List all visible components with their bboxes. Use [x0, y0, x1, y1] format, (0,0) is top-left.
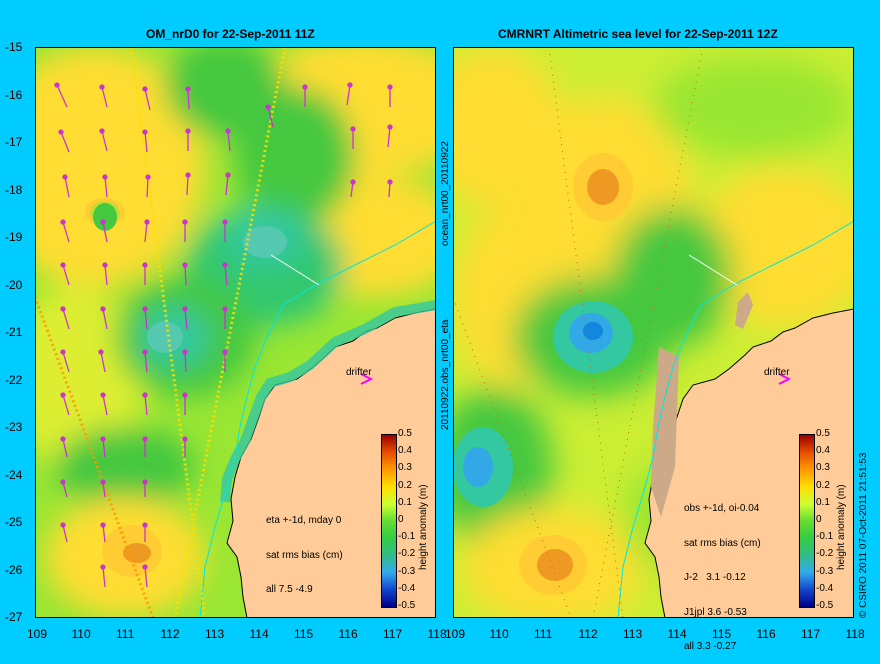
longitude-tick-label: 118: [845, 627, 865, 641]
longitude-tick-label: 117: [801, 627, 821, 641]
right-stats-line: J-2 3.1 -0.12: [684, 572, 746, 583]
right-stats-line: J1jpl 3.6 -0.53: [684, 606, 747, 618]
colorbar-tick-label: 0.2: [398, 479, 412, 491]
colorbar-tick-label: -0.2: [816, 548, 834, 560]
colorbar-tick-label: -0.5: [816, 600, 834, 611]
longitude-tick-label: 110: [489, 627, 509, 641]
latitude-tick-label: -20: [5, 277, 23, 292]
right-panel-title: CMRNRT Altimetric sea level for 22-Sep-2…: [498, 27, 778, 41]
latitude-tick-label: -19: [5, 230, 23, 244]
right-stats-line: all 3.3 -0.27: [684, 641, 737, 652]
right-colorbar-label: height anomaly (m): [836, 484, 847, 570]
latitude-tick-label: -25: [5, 515, 23, 529]
colorbar-tick-label: 0.5: [816, 428, 830, 439]
latitude-tick-label: -17: [5, 135, 23, 149]
shelf-contour: [617, 220, 854, 618]
longitude-tick-label: 111: [116, 627, 135, 641]
left-map: [35, 47, 436, 618]
latitude-tick-label: -15: [5, 40, 23, 54]
drifter-arrow-icon: [360, 373, 374, 385]
velocity-vectors: [54, 82, 393, 588]
longitude-tick-label: 110: [71, 627, 91, 641]
colorbar-tick-label: -0.1: [398, 531, 416, 543]
longitude-tick-label: 111: [534, 627, 553, 641]
colorbar-tick-label: -0.1: [816, 531, 834, 543]
colorbar-tick-label: 0.1: [816, 496, 830, 508]
shelf-contour: [199, 220, 436, 618]
latitude-tick-label: -23: [5, 420, 23, 434]
obs-file-label: 20110922.obs_nrt00_eta: [440, 319, 451, 430]
longitude-tick-label: 114: [667, 627, 687, 641]
left-colorbar: [381, 434, 397, 608]
right-stats-line: sat rms bias (cm): [684, 537, 761, 549]
longitude-tick-label: 113: [623, 627, 643, 641]
copyright-label: © CSIRO 2011 07-Oct-2011 21:51:53: [858, 452, 869, 618]
longitude-tick-label: 112: [578, 627, 598, 641]
right-stats: obs +-1d, oi-0.04 sat rms bias (cm) J-2 …: [684, 480, 761, 664]
longitude-tick-label: 114: [249, 627, 269, 641]
latitude-tick-label: -24: [5, 467, 23, 482]
latitude-tick-label: -18: [5, 182, 23, 197]
model-run-label: ocean_nrt00_20110922: [440, 141, 451, 246]
colorbar-tick-label: 0: [816, 514, 822, 525]
colorbar-tick-label: 0.5: [398, 428, 412, 439]
colorbar-tick-label: -0.5: [398, 600, 416, 611]
left-panel-title: OM_nrD0 for 22-Sep-2011 11Z: [146, 27, 315, 41]
longitude-tick-label: 118: [427, 627, 447, 641]
latitude-tick-label: -26: [5, 562, 23, 577]
colorbar-tick-label: 0.3: [816, 462, 830, 474]
right-map: [453, 47, 854, 618]
colorbar-tick-label: -0.4: [816, 582, 834, 594]
right-stats-line: obs +-1d, oi-0.04: [684, 503, 760, 514]
longitude-tick-label: 109: [445, 627, 466, 641]
colorbar-tick-label: 0.2: [816, 479, 830, 491]
longitude-tick-label: 113: [205, 627, 225, 641]
colorbar-tick-label: -0.3: [816, 565, 834, 577]
longitude-tick-label: 117: [383, 627, 403, 641]
left-colorbar-label: height anomaly (m): [418, 484, 429, 570]
latitude-tick-label: -16: [5, 87, 23, 102]
left-stats-line: all 7.5 -4.9: [266, 584, 313, 595]
colorbar-tick-label: 0.4: [816, 445, 830, 457]
longitude-tick-label: 115: [294, 627, 314, 641]
colorbar-tick-label: -0.4: [398, 582, 416, 594]
left-drifter-label: drifter: [346, 367, 372, 378]
latitude-tick-label: -22: [5, 372, 23, 387]
left-stats-line: eta +-1d, mday 0: [266, 515, 342, 526]
colorbar-tick-label: 0.4: [398, 445, 412, 457]
drifter-arrow-icon: [778, 373, 792, 385]
longitude-tick-label: 109: [27, 627, 48, 641]
left-stats: eta +-1d, mday 0 sat rms bias (cm) all 7…: [266, 492, 343, 607]
longitude-tick-label: 116: [756, 627, 776, 641]
left-stats-line: sat rms bias (cm): [266, 549, 343, 561]
right-drifter-label: drifter: [764, 367, 790, 378]
colorbar-tick-label: 0.3: [398, 462, 412, 474]
colorbar-tick-label: -0.2: [398, 548, 416, 560]
right-colorbar: [799, 434, 815, 608]
longitude-tick-label: 112: [160, 627, 180, 641]
latitude-tick-label: -27: [5, 610, 23, 624]
colorbar-tick-label: 0.1: [398, 496, 412, 508]
longitude-tick-label: 115: [712, 627, 732, 641]
colorbar-tick-label: 0: [398, 514, 404, 525]
latitude-tick-label: -21: [5, 325, 23, 339]
colorbar-tick-label: -0.3: [398, 565, 416, 577]
longitude-tick-label: 116: [338, 627, 358, 641]
